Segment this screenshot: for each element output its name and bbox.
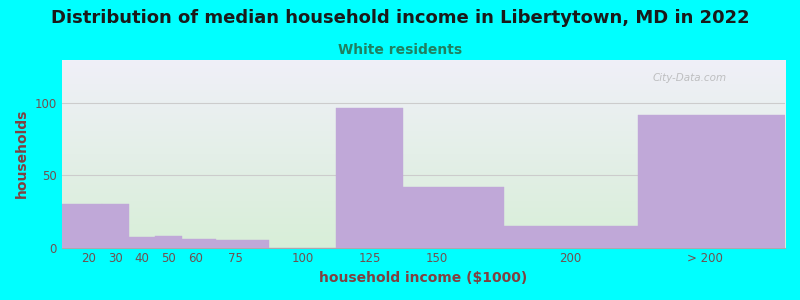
Bar (155, 236, 182, 248)
Text: City-Data.com: City-Data.com (653, 73, 727, 83)
X-axis label: household income ($1000): household income ($1000) (319, 271, 527, 285)
Bar (216, 240, 270, 247)
Text: White residents: White residents (338, 44, 462, 58)
Bar (182, 239, 216, 248)
Bar (504, 226, 638, 248)
Y-axis label: households: households (15, 109, 29, 199)
Bar (638, 115, 785, 248)
Bar (62, 204, 102, 248)
Bar (129, 238, 155, 248)
Text: Distribution of median household income in Libertytown, MD in 2022: Distribution of median household income … (50, 9, 750, 27)
Bar (403, 187, 504, 248)
Bar (102, 204, 129, 248)
Bar (336, 108, 403, 247)
